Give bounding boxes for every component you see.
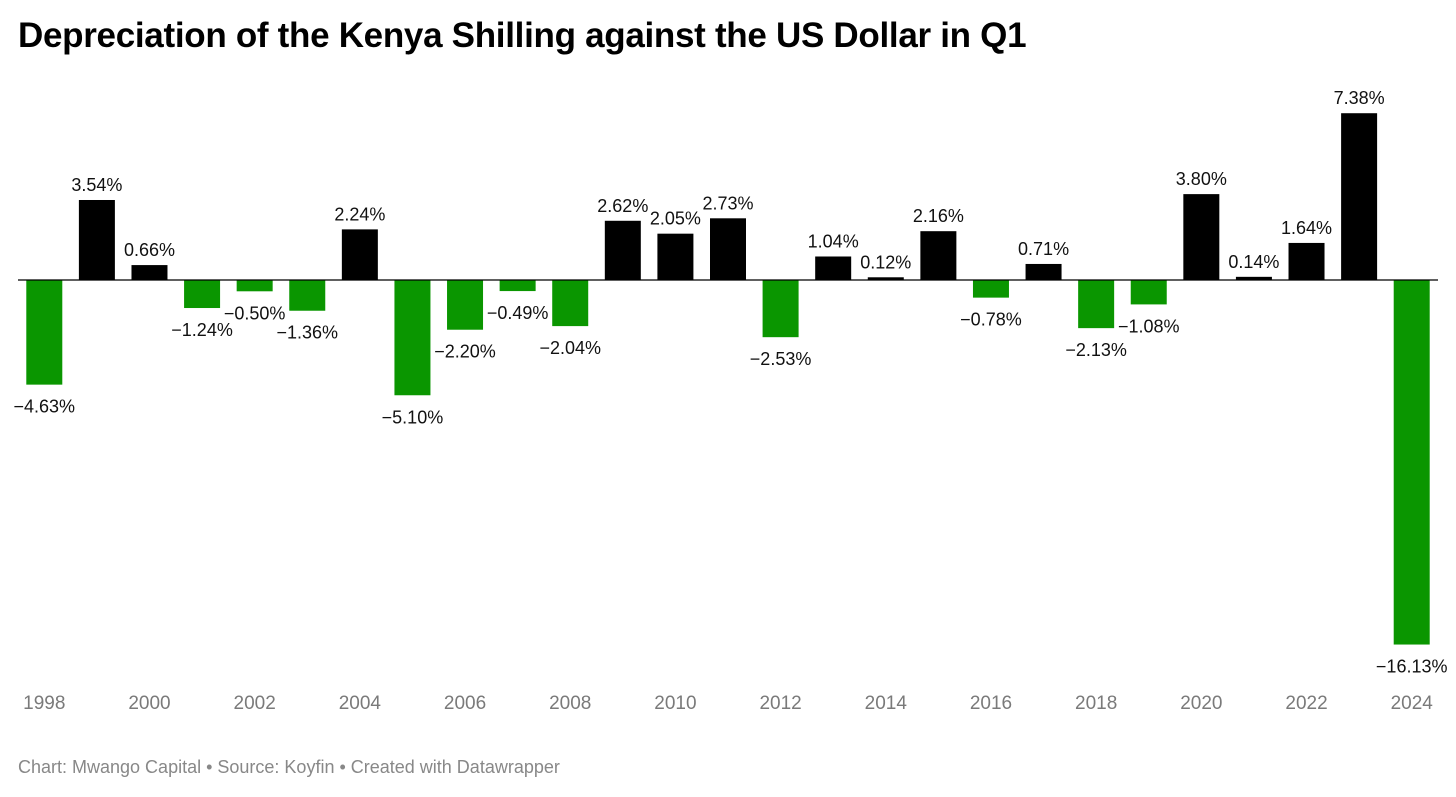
bars-layer (26, 113, 1430, 645)
x-tick-label-2002: 2002 (234, 693, 276, 714)
bar-2003 (289, 280, 326, 311)
value-label-2006: −2.20% (434, 342, 496, 362)
value-label-2022: 1.64% (1281, 218, 1332, 238)
bar-2002 (236, 280, 273, 292)
bar-2008 (552, 280, 589, 327)
bar-2010 (657, 233, 694, 280)
x-tick-label-2004: 2004 (339, 693, 382, 714)
value-label-2012: −2.53% (750, 349, 812, 369)
value-label-2011: 2.73% (702, 193, 753, 213)
bar-1998 (26, 280, 63, 385)
value-label-2008: −2.04% (539, 338, 601, 358)
x-tick-label-2016: 2016 (970, 693, 1012, 714)
bar-2016 (972, 280, 1009, 298)
x-tick-label-2018: 2018 (1075, 693, 1117, 714)
value-label-1998: −4.63% (14, 397, 76, 417)
bar-2017 (1025, 263, 1062, 280)
value-label-2016: −0.78% (960, 310, 1022, 330)
value-label-2001: −1.24% (171, 320, 233, 340)
value-label-2015: 2.16% (913, 206, 964, 226)
bar-2015 (920, 231, 957, 280)
value-label-2024: −16.13% (1376, 657, 1448, 677)
x-tick-label-1998: 1998 (23, 693, 65, 714)
bar-2021 (1235, 276, 1272, 280)
bar-2005 (394, 280, 431, 396)
chart-title: Depreciation of the Kenya Shilling again… (18, 16, 1027, 55)
bar-2000 (131, 265, 168, 280)
bar-2004 (341, 229, 378, 280)
bar-2011 (710, 218, 746, 280)
x-tick-label-2010: 2010 (654, 693, 696, 714)
x-tick-label-2014: 2014 (865, 693, 908, 714)
bar-2014 (867, 277, 904, 280)
bar-2018 (1078, 280, 1115, 329)
x-axis-ticks: 1998 2000 2002 2004 2006 2008 2010 2012 2014 2016… (23, 693, 1433, 714)
bar-2009 (604, 220, 641, 280)
bar-2006 (447, 280, 484, 330)
value-label-2010: 2.05% (650, 209, 701, 229)
chart-footer: Chart: Mwango Capital • Source: Koyfin •… (18, 757, 560, 777)
value-label-2007: −0.49% (487, 303, 549, 323)
value-label-2019: −1.08% (1118, 316, 1180, 336)
bar-2022 (1288, 242, 1325, 280)
value-label-2018: −2.13% (1065, 340, 1127, 360)
value-label-2023: 7.38% (1334, 88, 1385, 108)
bar-2020 (1183, 194, 1220, 280)
bar-2013 (815, 256, 852, 280)
x-tick-label-2000: 2000 (128, 693, 170, 714)
value-label-2017: 0.71% (1018, 239, 1069, 259)
bar-2024 (1393, 280, 1430, 645)
value-label-2002: −0.50% (224, 303, 286, 323)
value-label-2014: 0.12% (860, 252, 911, 272)
bar-2012 (762, 280, 799, 338)
bar-2007 (499, 280, 536, 292)
value-label-2000: 0.66% (124, 240, 175, 260)
value-label-2005: −5.10% (382, 407, 444, 427)
bar-2019 (1130, 280, 1167, 305)
value-label-2021: 0.14% (1228, 252, 1279, 272)
value-label-2003: −1.36% (276, 323, 338, 343)
bar-2023 (1341, 113, 1378, 280)
value-label-2009: 2.62% (597, 196, 648, 216)
bar-1999 (78, 199, 115, 280)
x-tick-label-2008: 2008 (549, 693, 591, 714)
value-labels-layer: −4.63% 3.54% 0.66% −1.24%−0.50%−1.36% 2.24% −… (14, 88, 1448, 676)
value-label-2004: 2.24% (334, 204, 385, 224)
value-label-2013: 1.04% (808, 231, 859, 251)
x-tick-label-2012: 2012 (759, 693, 801, 714)
x-tick-label-2022: 2022 (1285, 693, 1327, 714)
x-tick-label-2020: 2020 (1180, 693, 1222, 714)
value-label-2020: 3.80% (1176, 169, 1227, 189)
bar-2001 (184, 280, 221, 309)
value-label-1999: 3.54% (71, 175, 122, 195)
x-tick-label-2006: 2006 (444, 693, 486, 714)
x-tick-label-2024: 2024 (1391, 693, 1434, 714)
